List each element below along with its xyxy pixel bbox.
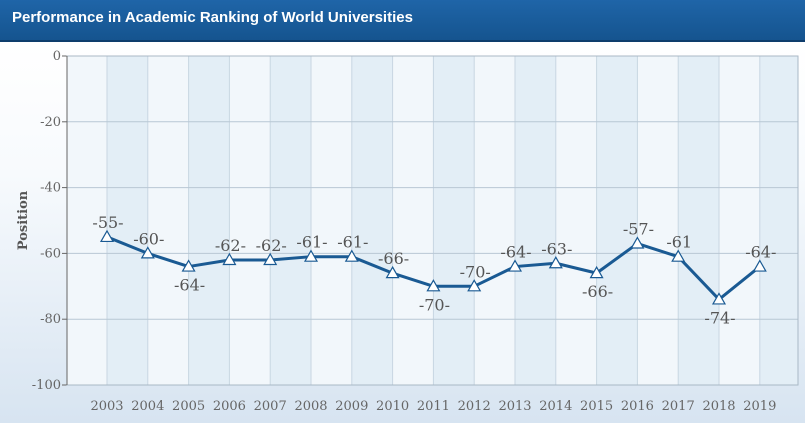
y-tick-label: -60 bbox=[40, 246, 61, 261]
plot-band bbox=[759, 56, 798, 385]
y-tick-label: 0 bbox=[53, 49, 61, 64]
data-point bbox=[140, 246, 155, 259]
data-label: -66- bbox=[378, 249, 409, 268]
plot-band bbox=[107, 56, 148, 385]
data-label: -61- bbox=[337, 233, 368, 252]
chart-area: -100 -80 -60 -40 -20 0 2003 2004 2005 2006 2007 200… bbox=[0, 42, 805, 423]
data-label: -60- bbox=[133, 229, 164, 248]
y-tick-label: -80 bbox=[40, 312, 61, 327]
plot-band bbox=[555, 56, 597, 385]
ranking-line-chart: -100 -80 -60 -40 -20 0 2003 2004 2005 2006 2007 200… bbox=[16, 49, 799, 414]
x-tick-label: 2005 bbox=[172, 399, 205, 414]
x-tick-label: 2019 bbox=[743, 399, 776, 414]
plot-band bbox=[270, 56, 311, 385]
data-point bbox=[711, 292, 727, 305]
x-tick-label: 2012 bbox=[458, 399, 491, 414]
data-label: -66- bbox=[582, 282, 613, 301]
x-tick-label: 2009 bbox=[335, 399, 368, 414]
plot-band bbox=[229, 56, 271, 385]
data-point bbox=[630, 236, 645, 249]
plot-band bbox=[392, 56, 434, 385]
panel-header: Performance in Academic Ranking of World… bbox=[0, 0, 805, 42]
x-tick-label: 2016 bbox=[621, 399, 654, 414]
data-label: -62- bbox=[215, 236, 246, 255]
data-label: -70- bbox=[419, 295, 450, 314]
data-point bbox=[548, 256, 563, 269]
plot-band bbox=[311, 56, 352, 385]
y-tick-label: -100 bbox=[32, 378, 61, 393]
data-point bbox=[99, 229, 115, 243]
plot-band bbox=[515, 56, 556, 385]
x-tick-label: 2015 bbox=[580, 399, 613, 414]
x-tick-label: 2010 bbox=[376, 399, 409, 414]
data-label: -63- bbox=[541, 239, 572, 258]
data-point bbox=[671, 249, 686, 262]
plot-band bbox=[433, 56, 475, 385]
plot-band bbox=[719, 56, 760, 385]
data-point bbox=[181, 259, 196, 272]
data-point bbox=[426, 279, 441, 292]
x-tick-label: 2014 bbox=[539, 399, 572, 414]
data-point bbox=[507, 259, 523, 272]
data-label: -61- bbox=[296, 233, 327, 252]
x-tick-label: 2011 bbox=[417, 399, 450, 414]
data-label: -64- bbox=[500, 243, 531, 262]
data-point bbox=[467, 279, 482, 292]
plot-band bbox=[678, 56, 719, 385]
data-label: -74- bbox=[704, 308, 735, 327]
data-point bbox=[752, 259, 767, 272]
plot-band bbox=[596, 56, 638, 385]
x-tick-label: 2003 bbox=[90, 399, 123, 414]
plot-band bbox=[637, 56, 679, 385]
data-label: -64- bbox=[745, 243, 776, 262]
x-tick-label: 2004 bbox=[131, 399, 164, 414]
x-tick-label: 2006 bbox=[213, 399, 246, 414]
plot-band bbox=[474, 56, 515, 385]
plot-band bbox=[67, 56, 107, 385]
data-label: -62- bbox=[256, 236, 287, 255]
plot-band bbox=[188, 56, 230, 385]
data-point bbox=[303, 249, 319, 262]
data-point bbox=[589, 265, 604, 279]
plot-band bbox=[351, 56, 393, 385]
x-tick-label: 2008 bbox=[294, 399, 327, 414]
data-point bbox=[344, 249, 359, 262]
x-tick-label: 2007 bbox=[254, 399, 287, 414]
data-label: -64- bbox=[174, 276, 205, 295]
plot-band bbox=[147, 56, 189, 385]
data-label: -55- bbox=[92, 213, 123, 232]
y-tick-label: -40 bbox=[40, 181, 61, 196]
data-point bbox=[385, 265, 400, 279]
data-label: -57- bbox=[623, 220, 654, 239]
panel-title: Performance in Academic Ranking of World… bbox=[12, 9, 413, 26]
y-axis-title: Position bbox=[16, 190, 31, 250]
x-tick-label: 2013 bbox=[498, 399, 531, 414]
x-tick-label: 2018 bbox=[702, 399, 735, 414]
x-tick-label: 2017 bbox=[662, 399, 695, 414]
data-point bbox=[263, 252, 278, 266]
y-tick-label: -20 bbox=[40, 115, 61, 130]
data-label: -70- bbox=[460, 262, 491, 281]
data-point bbox=[222, 252, 237, 266]
data-label: -61 bbox=[666, 233, 692, 252]
